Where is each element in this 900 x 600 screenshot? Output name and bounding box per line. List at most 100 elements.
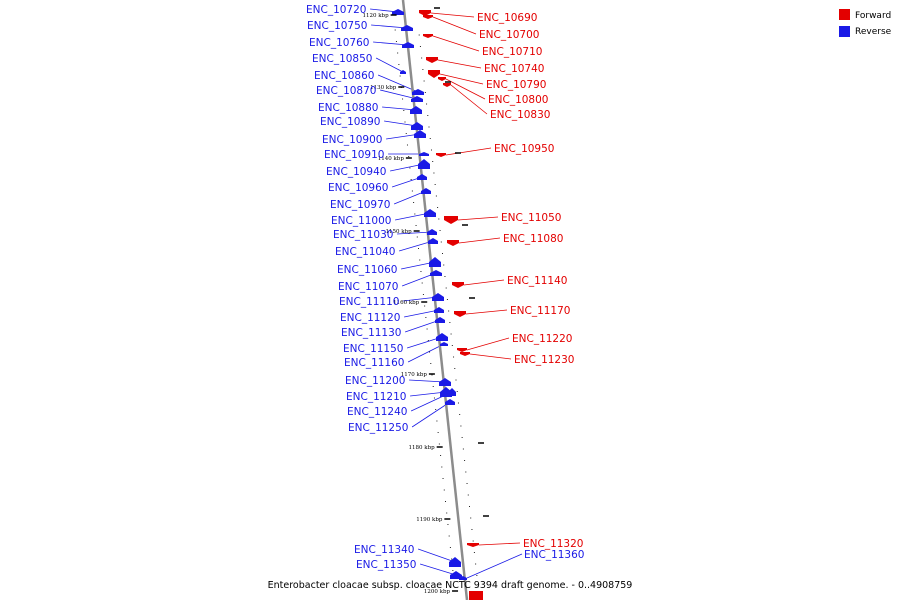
forward-gene-arrow — [454, 311, 466, 317]
reverse-gene-arrow — [411, 96, 423, 102]
legend-reverse-label: Reverse — [855, 27, 892, 37]
reverse-gene-label: ENC_11000 — [331, 215, 391, 227]
reverse-gene-arrow — [449, 557, 461, 567]
reverse-gene-label: ENC_11130 — [341, 327, 401, 339]
reverse-gene-arrow — [417, 174, 427, 180]
reverse-gene-arrow — [412, 89, 424, 95]
reverse-gene-arrow — [402, 42, 414, 48]
reverse-gene-label: ENC_11200 — [345, 375, 405, 387]
reverse-gene-label: ENC_11120 — [340, 312, 400, 324]
reverse-gene-arrow — [410, 106, 422, 114]
forward-gene-label: ENC_11220 — [512, 333, 572, 345]
reverse-gene-label: ENC_11360 — [524, 549, 584, 561]
reverse-gene-arrow — [411, 122, 423, 130]
tick-label: 1160 kbp — [393, 300, 420, 306]
forward-gene-arrow — [467, 543, 479, 547]
reverse-gene-arrow — [400, 70, 406, 74]
reverse-gene-arrow — [459, 576, 467, 580]
reverse-gene-arrow — [448, 388, 456, 396]
forward-gene-label: ENC_11230 — [514, 354, 574, 366]
tick-label: 1130 kbp — [370, 85, 397, 91]
reverse-gene-arrow — [401, 25, 413, 31]
leader-line — [478, 542, 521, 546]
reverse-gene-label: ENC_11160 — [344, 357, 404, 369]
reverse-gene-label: ENC_10900 — [322, 134, 382, 146]
reverse-gene-label: ENC_10870 — [316, 85, 376, 97]
forward-gene-label: ENC_10790 — [486, 79, 546, 91]
reverse-gene-label: ENC_11040 — [335, 246, 395, 258]
leader-line — [432, 35, 480, 52]
forward-gene-arrow — [444, 216, 458, 224]
forward-gene-arrow — [443, 83, 451, 87]
leader-line — [465, 309, 508, 315]
legend-forward-label: Forward — [855, 11, 891, 21]
leader-line — [445, 78, 486, 100]
leader-line — [373, 41, 409, 46]
forward-gene-arrow — [426, 57, 438, 63]
reverse-gene-label: ENC_11240 — [347, 406, 407, 418]
forward-gene-arrow — [447, 240, 459, 246]
legend: Forward Reverse — [839, 9, 892, 37]
leader-line — [445, 147, 492, 156]
forward-gene-arrow — [438, 77, 446, 81]
forward-gene-label: ENC_11320 — [523, 538, 583, 550]
forward-gene-block — [469, 591, 483, 600]
leader-line — [404, 319, 441, 333]
tick-label: 1200 kbp — [424, 589, 451, 595]
reverse-gene-label: ENC_10720 — [306, 4, 366, 16]
tick-label: 1170 kbp — [401, 372, 428, 378]
leader-line — [409, 379, 446, 383]
leader-line — [437, 59, 482, 69]
leader-line — [457, 216, 499, 221]
reverse-gene-arrow — [432, 293, 444, 301]
leader-line — [419, 563, 457, 576]
reverse-gene-arrow — [435, 317, 445, 323]
reverse-gene-arrow — [430, 270, 442, 276]
forward-gene-arrow — [428, 70, 440, 78]
forward-gene-label: ENC_10710 — [482, 46, 542, 58]
reverse-gene-label: ENC_11030 — [333, 229, 393, 241]
leader-line — [382, 106, 417, 111]
gene-labels: ENC_10720 ENC_10750 ENC_10760 ENC_10850 ENC_… — [306, 4, 584, 571]
reverse-gene-label: ENC_10860 — [314, 70, 374, 82]
reverse-gene-label: ENC_10750 — [307, 20, 367, 32]
reverse-gene-label: ENC_10940 — [326, 166, 386, 178]
leader-line — [380, 89, 418, 100]
forward-gene-arrow — [452, 282, 464, 288]
tick-label: 1120 kbp — [362, 13, 389, 19]
leader-line — [432, 16, 477, 35]
reverse-gene-label: ENC_11060 — [337, 264, 397, 276]
forward-gene-label: ENC_10800 — [488, 94, 548, 106]
leader-line — [393, 190, 427, 205]
forward-gene-label: ENC_10950 — [494, 143, 554, 155]
forward-gene-label: ENC_10700 — [479, 29, 539, 41]
reverse-gene-label: ENC_11210 — [346, 391, 406, 403]
tick-label: 1140 kbp — [378, 156, 405, 162]
gene-markers — [394, 7, 489, 588]
coordinate-ticks: 1120 kbp 1130 kbp 1140 kbp 1150 kbp 1160 kbp… — [362, 13, 459, 595]
reverse-gene-arrow — [418, 159, 430, 169]
reverse-gene-label: ENC_11350 — [356, 559, 416, 571]
reverse-gene-label: ENC_11150 — [343, 343, 403, 355]
leader-line — [411, 401, 451, 428]
forward-gene-label: ENC_11050 — [501, 212, 561, 224]
leader-line — [398, 240, 434, 252]
forward-gene-label: ENC_10690 — [477, 12, 537, 24]
tick-label: 1180 kbp — [409, 445, 436, 451]
forward-gene-label: ENC_11140 — [507, 275, 567, 287]
legend-forward-swatch — [839, 9, 850, 20]
tick-label: 1190 kbp — [416, 517, 443, 523]
forward-gene-label: ENC_10740 — [484, 63, 544, 75]
forward-gene-arrow — [457, 348, 467, 352]
forward-gene-arrow — [460, 352, 470, 356]
leader-line — [439, 73, 484, 85]
forward-gene-arrow — [423, 34, 433, 38]
gene-arrows — [392, 9, 483, 600]
leader-line — [417, 548, 456, 563]
forward-gene-arrow — [423, 15, 433, 19]
leader-line — [375, 57, 404, 73]
leader-line — [404, 309, 440, 318]
leader-line — [469, 353, 512, 360]
reverse-gene-arrow — [436, 333, 448, 341]
